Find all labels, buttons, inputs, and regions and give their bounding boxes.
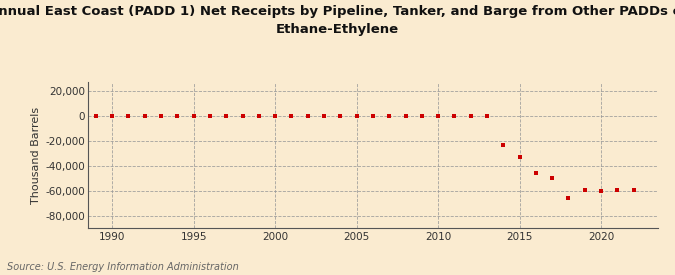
Point xyxy=(253,114,264,119)
Point xyxy=(628,188,639,192)
Point xyxy=(514,155,525,160)
Point xyxy=(107,114,117,119)
Point xyxy=(416,114,427,119)
Point xyxy=(482,114,493,119)
Point xyxy=(367,114,378,119)
Point xyxy=(612,188,623,192)
Point xyxy=(319,114,329,119)
Point xyxy=(172,114,183,119)
Point xyxy=(433,114,443,119)
Point xyxy=(156,114,167,119)
Point xyxy=(547,176,558,181)
Point xyxy=(335,114,346,119)
Point xyxy=(205,114,215,119)
Point xyxy=(351,114,362,119)
Point xyxy=(498,142,509,147)
Point xyxy=(400,114,411,119)
Point xyxy=(465,114,476,119)
Text: Annual East Coast (PADD 1) Net Receipts by Pipeline, Tanker, and Barge from Othe: Annual East Coast (PADD 1) Net Receipts … xyxy=(0,6,675,35)
Point xyxy=(237,114,248,119)
Point xyxy=(302,114,313,119)
Point xyxy=(286,114,297,119)
Text: Source: U.S. Energy Information Administration: Source: U.S. Energy Information Administ… xyxy=(7,262,238,272)
Point xyxy=(270,114,281,119)
Point xyxy=(188,114,199,119)
Point xyxy=(449,114,460,119)
Point xyxy=(140,114,151,119)
Point xyxy=(90,114,101,119)
Point xyxy=(531,171,541,176)
Point xyxy=(563,196,574,200)
Point xyxy=(579,188,590,192)
Point xyxy=(595,189,606,193)
Y-axis label: Thousand Barrels: Thousand Barrels xyxy=(31,107,41,204)
Point xyxy=(384,114,395,119)
Point xyxy=(123,114,134,119)
Point xyxy=(221,114,232,119)
